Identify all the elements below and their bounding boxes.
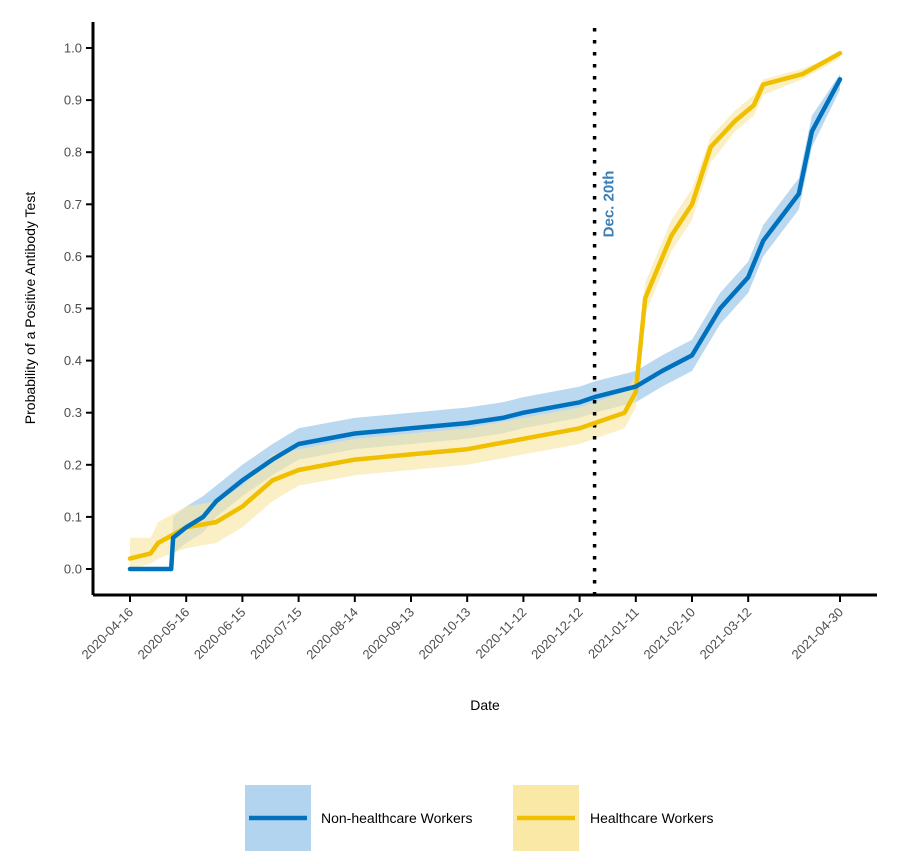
- x-tick-label: 2020-10-13: [416, 605, 474, 663]
- y-tick-label: 0.7: [64, 197, 82, 212]
- y-tick-label: 0.8: [64, 145, 82, 160]
- x-tick-label: 2020-05-16: [135, 605, 193, 663]
- reference-line-group: Dec. 20th: [592, 28, 618, 595]
- x-axis-title: Date: [470, 697, 500, 713]
- x-tick-label: 2020-04-16: [78, 605, 136, 663]
- series-lines: [127, 50, 843, 572]
- legend: Non-healthcare Workers Healthcare Workers: [245, 785, 713, 851]
- y-tick-label: 0.0: [64, 562, 82, 577]
- confidence-band-healthcare: [130, 53, 840, 569]
- x-tick-label: 2020-07-15: [247, 605, 305, 663]
- x-tick-label: 2020-12-12: [528, 605, 586, 663]
- y-axis-title: Probability of a Positive Antibody Test: [22, 192, 38, 425]
- y-tick-label: 0.1: [64, 509, 82, 524]
- x-tick-label: 2021-03-12: [697, 605, 755, 663]
- confidence-bands: [130, 53, 840, 569]
- x-tick-label: 2020-11-12: [473, 605, 530, 662]
- confidence-band-non-healthcare: [130, 74, 840, 569]
- x-tick-label: 2020-08-14: [303, 605, 361, 663]
- y-tick-label: 0.5: [64, 301, 82, 316]
- x-tick-label: 2021-01-11: [585, 605, 642, 662]
- legend-label-non-healthcare: Non-healthcare Workers: [321, 810, 472, 826]
- y-tick-label: 0.6: [64, 249, 82, 264]
- x-tick-label: 2021-04-30: [788, 605, 846, 663]
- y-tick-label: 0.2: [64, 457, 82, 472]
- y-tick-label: 0.4: [64, 353, 82, 368]
- reference-line-label: Dec. 20th: [601, 171, 618, 238]
- x-tick-label: 2020-06-15: [191, 605, 249, 663]
- x-ticks: 2020-04-162020-05-162020-06-152020-07-15…: [78, 595, 846, 662]
- legend-label-healthcare: Healthcare Workers: [590, 810, 713, 826]
- x-tick-label: 2021-02-10: [640, 605, 698, 663]
- y-ticks: 0.0 0.1 0.2 0.3 0.4 0.5 0.6 0.7 0.8 0.9 1.0: [64, 41, 93, 577]
- series-line-healthcare: [127, 50, 843, 561]
- y-tick-label: 1.0: [64, 41, 82, 56]
- x-tick-label: 2020-09-13: [359, 605, 417, 663]
- y-tick-label: 0.9: [64, 93, 82, 108]
- y-tick-label: 0.3: [64, 405, 82, 420]
- series-line-non-healthcare: [127, 77, 843, 572]
